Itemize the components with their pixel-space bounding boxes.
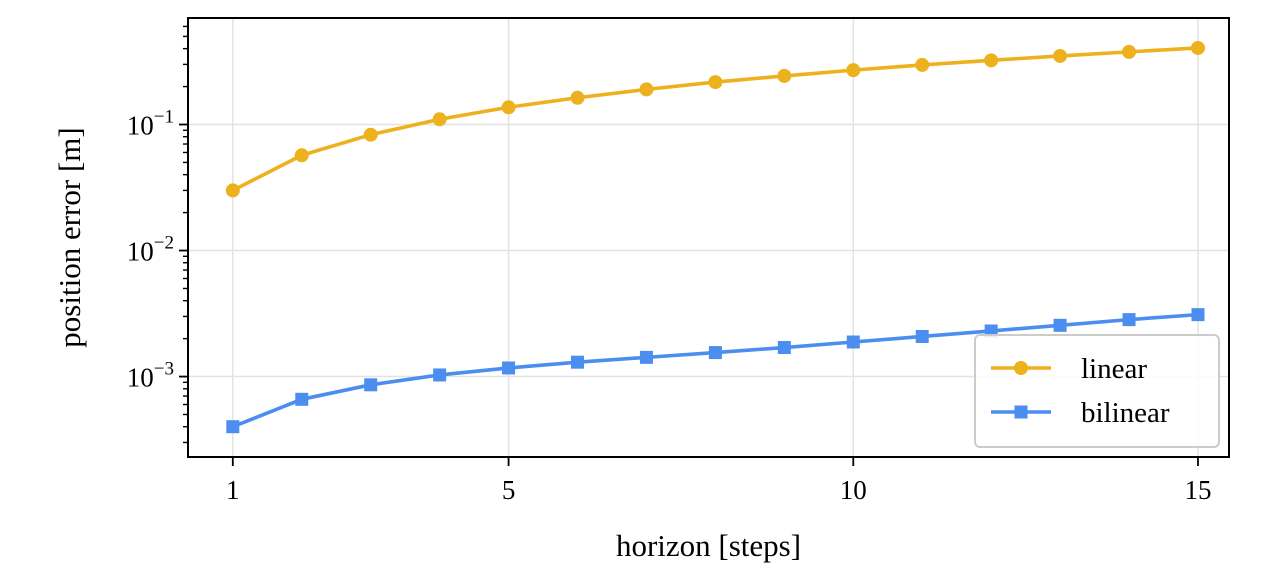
series-line-linear bbox=[231, 46, 1199, 193]
data-point-linear bbox=[984, 53, 999, 68]
major-ticks bbox=[179, 123, 1199, 466]
legend-marker bbox=[1014, 361, 1028, 375]
data-point-bilinear bbox=[364, 378, 378, 392]
data-point-bilinear bbox=[226, 420, 240, 434]
x-tick-label: 1 bbox=[226, 475, 240, 505]
legend-label: linear bbox=[1081, 353, 1147, 385]
legend-item-linear: linear bbox=[991, 353, 1147, 385]
data-point-bilinear bbox=[1053, 318, 1067, 332]
x-tick-label: 15 bbox=[1184, 475, 1211, 505]
x-tick-label: 5 bbox=[502, 475, 516, 505]
y-tick-label: 10−2 bbox=[127, 233, 174, 267]
data-point-linear bbox=[708, 75, 723, 90]
data-point-linear bbox=[846, 63, 861, 78]
plot-frame bbox=[187, 17, 1230, 458]
data-point-bilinear bbox=[1191, 308, 1205, 322]
data-point-bilinear bbox=[639, 350, 653, 364]
data-point-bilinear bbox=[846, 335, 860, 349]
data-point-linear bbox=[294, 148, 309, 163]
legend-item-bilinear: bilinear bbox=[991, 397, 1170, 429]
legend: linear bilinear bbox=[974, 334, 1220, 448]
data-point-linear bbox=[1122, 44, 1137, 59]
data-point-bilinear bbox=[571, 355, 585, 369]
y-tick-label: 10−3 bbox=[127, 359, 174, 393]
series-bilinear bbox=[226, 308, 1205, 434]
x-tick-labels: 1 5 10 15 bbox=[226, 475, 1211, 505]
data-point-bilinear bbox=[1122, 313, 1136, 327]
data-point-bilinear bbox=[708, 346, 722, 360]
series-layer bbox=[225, 40, 1205, 434]
grid-lines bbox=[188, 18, 1229, 457]
legend-box bbox=[974, 334, 1220, 448]
data-point-bilinear bbox=[295, 392, 309, 406]
data-point-linear bbox=[225, 183, 240, 198]
legend-marker bbox=[1014, 405, 1028, 419]
data-point-bilinear bbox=[777, 341, 791, 355]
data-point-linear bbox=[432, 112, 447, 127]
x-axis-title: horizon [steps] bbox=[616, 528, 801, 563]
data-point-bilinear bbox=[502, 361, 516, 375]
y-axis-title: position error [m] bbox=[52, 127, 87, 347]
y-tick-labels: 10−3 10−2 10−1 bbox=[127, 107, 174, 393]
data-point-bilinear bbox=[915, 329, 929, 343]
data-point-linear bbox=[363, 127, 378, 142]
y-tick-label: 10−1 bbox=[127, 107, 174, 141]
data-point-linear bbox=[1053, 48, 1068, 63]
data-point-linear bbox=[570, 90, 585, 105]
x-tick-label: 10 bbox=[840, 475, 867, 505]
data-point-linear bbox=[915, 57, 930, 72]
data-point-linear bbox=[1190, 40, 1205, 55]
legend-label: bilinear bbox=[1081, 397, 1170, 429]
data-point-linear bbox=[501, 100, 516, 115]
data-point-linear bbox=[639, 82, 654, 97]
data-point-linear bbox=[777, 68, 792, 83]
series-linear bbox=[225, 40, 1205, 198]
data-point-bilinear bbox=[433, 368, 447, 382]
